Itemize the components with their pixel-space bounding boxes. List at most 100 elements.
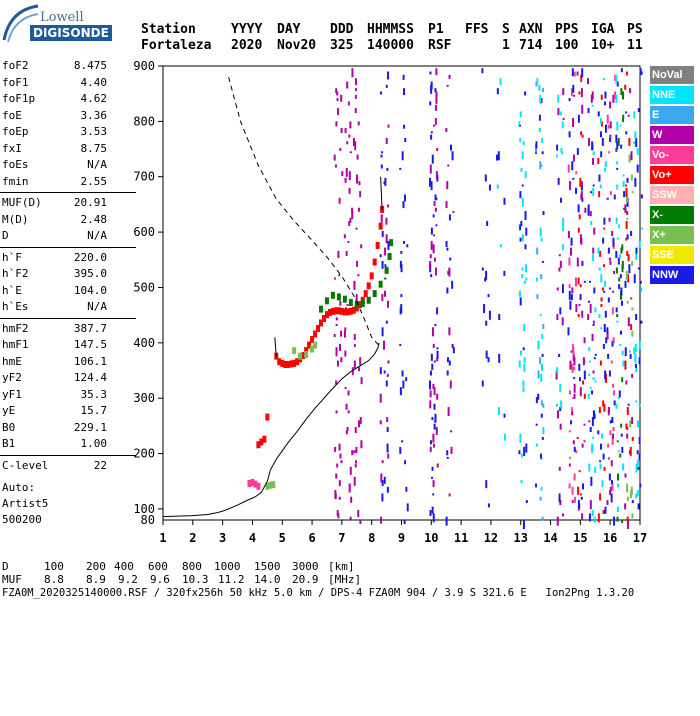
noise-dot: [540, 164, 543, 167]
noise-dot: [592, 377, 595, 381]
x-tick-label: 10: [424, 531, 438, 545]
noise-dot: [558, 493, 561, 503]
noise-dot: [345, 250, 348, 256]
hdr-label-station: Station: [141, 22, 196, 37]
noise-dot: [380, 91, 383, 95]
noise-dot: [608, 217, 611, 222]
footer-muf-row: MUF 8.8 8.9 9.2 9.6 10.3 11.2 14.0 20.9 …: [2, 573, 361, 716]
legend-item-e: E: [650, 106, 694, 124]
noise-dot: [483, 304, 486, 314]
noise-dot: [589, 426, 592, 432]
noise-dot: [624, 84, 627, 90]
noise-dot: [636, 490, 639, 497]
noise-dot: [540, 98, 543, 104]
noise-dot: [638, 453, 641, 461]
noise-dot: [594, 307, 597, 313]
noise-dot: [346, 304, 349, 307]
noise-dot: [433, 387, 436, 396]
noise-dot: [449, 380, 452, 389]
f-trace-edge: [274, 337, 277, 357]
noise-dot: [574, 277, 577, 287]
noise-dot: [570, 294, 573, 301]
hdr-label-yyyy: YYYY: [231, 22, 263, 37]
noise-dot: [607, 353, 610, 359]
echo-point-vo: [351, 306, 356, 314]
noise-dot: [610, 493, 613, 503]
echo-point-vo: [313, 330, 318, 338]
noise-dot: [335, 473, 338, 479]
legend-item-noval: NoVal: [650, 66, 694, 84]
noise-dot: [433, 423, 436, 430]
noise-dot: [340, 94, 343, 102]
footer-d-4: 800: [182, 560, 202, 573]
param-label: h`F2: [2, 267, 29, 280]
noise-dot: [336, 510, 339, 517]
noise-dot: [499, 78, 502, 86]
footer-d-2: 400: [114, 560, 134, 573]
noise-dot: [639, 483, 642, 488]
noise-dot: [358, 181, 361, 186]
legend-item-sse: SSE: [650, 246, 694, 264]
noise-dot: [625, 131, 628, 135]
noise-dot: [607, 456, 610, 460]
noise-dot: [522, 380, 525, 387]
noise-dot: [568, 284, 571, 289]
noise-dot: [385, 320, 388, 324]
noise-dot: [503, 413, 506, 418]
noise-dot: [381, 493, 384, 502]
noise-dot: [556, 154, 559, 158]
noise-dot: [618, 284, 621, 290]
param-value: 106.1: [73, 354, 107, 368]
noise-dot: [337, 250, 340, 258]
noise-dot: [588, 373, 591, 376]
noise-dot: [625, 71, 628, 76]
noise-dot: [613, 400, 616, 406]
noise-dot: [448, 360, 451, 366]
noise-dot: [536, 78, 539, 85]
noise-dot: [620, 88, 623, 96]
x-tick-label: 5: [279, 531, 286, 545]
noise-dot: [599, 184, 602, 189]
auto-line: 500200: [2, 513, 42, 526]
noise-dot: [429, 400, 432, 409]
noise-dot: [603, 290, 606, 293]
echo-point-x: [330, 291, 335, 299]
noise-dot: [590, 221, 593, 226]
noise-dot: [541, 333, 544, 339]
noise-dot: [593, 227, 596, 235]
noise-dot: [432, 493, 435, 496]
noise-dot: [333, 277, 336, 280]
noise-dot: [588, 463, 591, 472]
hdr-label-ddd: DDD: [330, 22, 354, 37]
noise-dot: [569, 360, 572, 370]
y-tick-label: 100: [133, 502, 155, 516]
echo-point-vo: [289, 360, 294, 368]
noise-dot: [611, 340, 614, 347]
noise-dot: [609, 191, 612, 196]
noise-dot: [538, 84, 541, 91]
noise-dot: [347, 390, 350, 396]
noise-dot: [626, 496, 629, 501]
noise-dot: [540, 373, 543, 382]
noise-dot: [627, 254, 630, 262]
noise-dot: [577, 227, 580, 233]
echo-point-vo: [250, 478, 255, 486]
noise-dot: [597, 430, 600, 435]
hdr-day: Nov20: [277, 38, 317, 53]
noise-dot: [541, 151, 544, 155]
y-tick-label: 200: [133, 447, 155, 461]
noise-dot: [589, 387, 592, 390]
noise-dot: [540, 486, 543, 491]
param-row-d: D N/A: [0, 228, 137, 245]
noise-dot: [612, 94, 615, 103]
noise-dot: [354, 108, 357, 114]
noise-dot: [609, 260, 612, 265]
param-row-ye: yE 15.7: [0, 403, 137, 420]
echo-point-x: [372, 290, 377, 298]
noise-dot: [599, 463, 602, 470]
noise-dot: [340, 460, 343, 464]
noise-dot: [429, 370, 432, 376]
noise-dot: [429, 380, 432, 390]
noise-dot: [620, 423, 623, 428]
noise-dot: [348, 221, 351, 227]
